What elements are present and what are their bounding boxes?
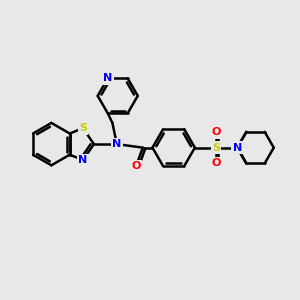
Text: O: O bbox=[212, 127, 221, 137]
Text: S: S bbox=[79, 123, 87, 133]
Text: N: N bbox=[232, 142, 242, 153]
Text: N: N bbox=[103, 74, 112, 83]
Text: O: O bbox=[212, 158, 221, 168]
Text: S: S bbox=[212, 142, 220, 153]
Text: N: N bbox=[112, 139, 122, 149]
Text: O: O bbox=[132, 161, 141, 171]
Text: N: N bbox=[78, 155, 88, 165]
